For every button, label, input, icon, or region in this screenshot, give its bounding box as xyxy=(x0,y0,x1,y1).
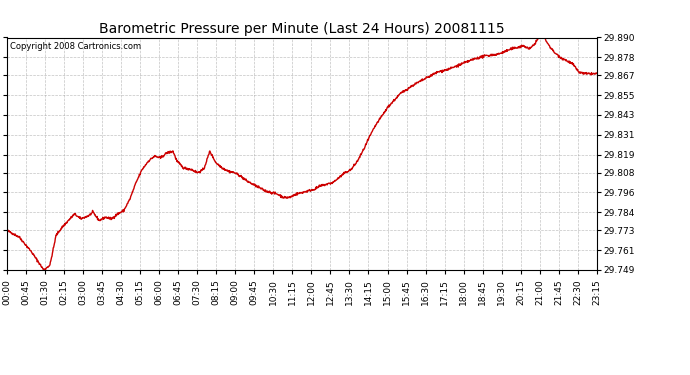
Title: Barometric Pressure per Minute (Last 24 Hours) 20081115: Barometric Pressure per Minute (Last 24 … xyxy=(99,22,504,36)
Text: Copyright 2008 Cartronics.com: Copyright 2008 Cartronics.com xyxy=(10,42,141,51)
